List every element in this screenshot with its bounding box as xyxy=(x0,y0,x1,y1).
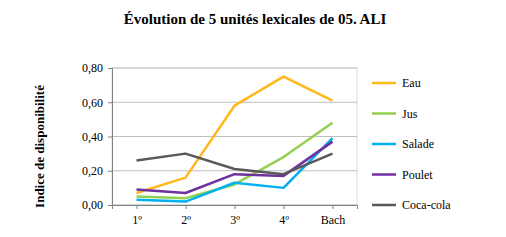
series-line xyxy=(137,142,333,193)
y-tick-label: 0,20 xyxy=(82,164,103,178)
x-tick: Bach xyxy=(321,205,346,227)
y-tick-mark xyxy=(108,137,112,138)
legend-label: Eau xyxy=(402,76,421,90)
x-tick: 1º xyxy=(132,205,142,227)
legend-label: Jus xyxy=(402,107,418,121)
x-tick-mark xyxy=(235,205,236,209)
legend-swatch xyxy=(372,112,396,115)
y-tick: 0,00 xyxy=(82,198,112,212)
y-tick-mark xyxy=(108,102,112,103)
series-group xyxy=(137,77,333,202)
y-tick-label: 0,40 xyxy=(82,130,103,144)
title: Évolution de 5 unités lexicales de 05. A… xyxy=(124,11,387,27)
grid xyxy=(112,68,357,205)
x-axis-line xyxy=(113,206,358,210)
y-tick: 0,40 xyxy=(82,130,112,144)
x-tick-label: Bach xyxy=(321,213,346,227)
grid-line xyxy=(112,136,357,137)
x-tick-mark xyxy=(186,205,187,209)
legend-label: Salade xyxy=(402,137,434,151)
series-line xyxy=(137,77,333,193)
y-axis-line xyxy=(108,69,113,206)
grid-line xyxy=(112,170,357,171)
y-tick-mark xyxy=(108,205,112,206)
x-tick-label: 3º xyxy=(230,213,240,227)
x-axis: 1º 2º 3º 4º Bach xyxy=(113,205,358,227)
x-tick: 2º xyxy=(181,205,191,227)
y-tick-label: 0,00 xyxy=(82,198,103,212)
grid-line xyxy=(112,68,357,69)
chart: Évolution de 5 unités lexicales de 05. A… xyxy=(0,0,506,237)
x-tick-label: 4º xyxy=(279,213,289,227)
x-tick: 3º xyxy=(230,205,240,227)
y-axis-title: Indice de disponibilité xyxy=(32,85,47,208)
y-tick: 0,60 xyxy=(82,96,112,110)
x-tick: 4º xyxy=(279,205,289,227)
series-line xyxy=(137,123,333,198)
x-tick-mark xyxy=(284,205,285,209)
y-tick-label: 0,80 xyxy=(82,61,103,75)
legend-swatch xyxy=(372,143,396,146)
legend-swatch xyxy=(372,204,396,207)
legend-swatch xyxy=(372,82,396,85)
y-axis: 0,00 0,20 0,40 0,60 0,80 xyxy=(82,61,113,212)
y-tick-mark xyxy=(108,171,112,172)
series-line xyxy=(137,138,333,201)
legend-label: Coca-cola xyxy=(402,198,451,212)
x-tick-mark xyxy=(137,205,138,209)
legend-swatch xyxy=(372,173,396,176)
legend: Eau Jus Salade Poulet Coca-cola xyxy=(372,76,451,212)
plot-frame xyxy=(112,68,357,205)
y-tick: 0,20 xyxy=(82,164,112,178)
y-tick-label: 0,60 xyxy=(82,96,103,110)
grid-line xyxy=(112,102,357,103)
x-tick-label: 1º xyxy=(132,213,142,227)
x-tick-mark xyxy=(333,205,334,209)
y-tick-mark xyxy=(108,68,112,69)
y-tick: 0,80 xyxy=(82,61,112,75)
legend-label: Poulet xyxy=(402,168,433,182)
x-tick-label: 2º xyxy=(181,213,191,227)
series-line xyxy=(137,154,333,175)
